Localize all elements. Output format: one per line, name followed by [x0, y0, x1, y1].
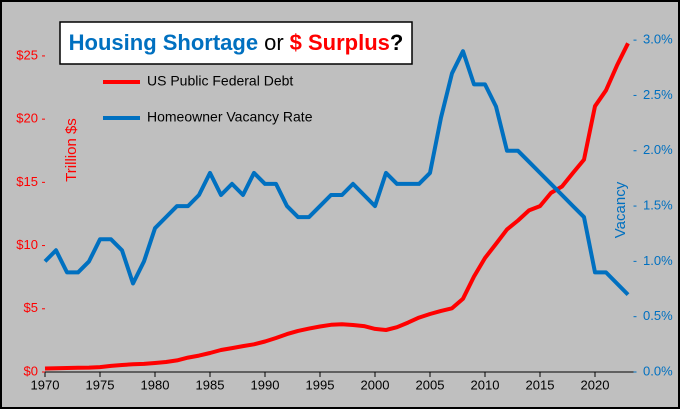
- x-tick-label: 1985: [196, 377, 225, 392]
- x-tick-label: 1970: [31, 377, 60, 392]
- x-tick-label: 1980: [141, 377, 170, 392]
- y2-tick-label: 0.5%: [643, 308, 673, 323]
- x-tick-label: 2010: [471, 377, 500, 392]
- x-tick-label: 1975: [86, 377, 115, 392]
- title-part: or: [264, 30, 284, 55]
- y-tick-label: $10: [16, 237, 38, 252]
- y-axis-label: Trillion $s: [63, 118, 80, 182]
- y-tick-label: $5: [24, 300, 38, 315]
- legend-label: US Public Federal Debt: [147, 73, 293, 89]
- y2-tick-label: 3.0%: [643, 32, 673, 47]
- series-line: [43, 49, 630, 297]
- y-tick-label: $15: [16, 174, 38, 189]
- legend-label: Homeowner Vacancy Rate: [147, 109, 313, 125]
- title-part: ?: [390, 30, 403, 55]
- title-box: [59, 21, 413, 65]
- series-line: [44, 42, 630, 371]
- y2-axis-label: Vacancy: [612, 181, 629, 238]
- y-tick-label: $0: [24, 363, 38, 378]
- y2-tick-label: 1.5%: [643, 198, 673, 213]
- x-tick-label: 2000: [361, 377, 390, 392]
- x-tick-label: 1995: [306, 377, 335, 392]
- x-tick-label: 2005: [416, 377, 445, 392]
- x-tick-label: 2020: [581, 377, 610, 392]
- y2-tick-label: 1.0%: [643, 253, 673, 268]
- x-tick-label: 2015: [526, 377, 555, 392]
- title-part: Housing Shortage: [69, 30, 258, 55]
- title-part: $ Surplus: [290, 30, 390, 55]
- y2-tick-label: 2.5%: [643, 87, 673, 102]
- y2-tick-label: 2.0%: [643, 142, 673, 157]
- x-tick-label: 1990: [251, 377, 280, 392]
- y-tick-label: $20: [16, 111, 38, 126]
- y2-tick-label: 0.0%: [643, 363, 673, 378]
- y-tick-label: $25: [16, 47, 38, 62]
- chart-title: Housing Shortage or $ Surplus?: [69, 30, 404, 55]
